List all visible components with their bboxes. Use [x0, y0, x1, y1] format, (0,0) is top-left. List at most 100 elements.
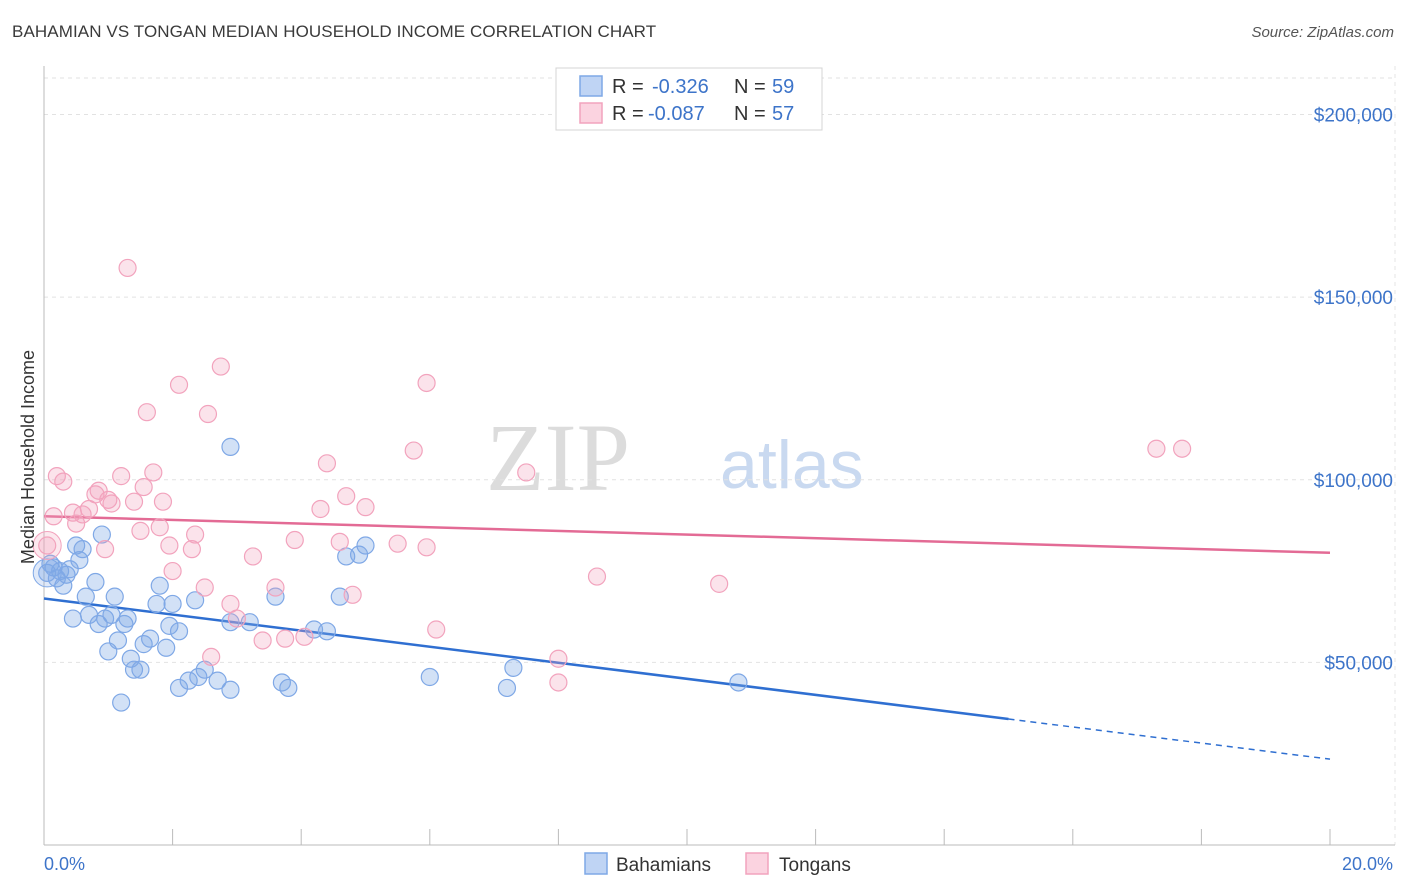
point-tongans [38, 536, 57, 555]
legend-swatch-pink [579, 102, 603, 124]
point-tongans [118, 258, 137, 278]
point-tongans [417, 373, 436, 393]
trend-lines [43, 515, 1331, 760]
point-bahamians [131, 660, 150, 679]
legend-n-label-2: N = [734, 103, 766, 125]
point-tongans [549, 649, 568, 668]
point-tongans [295, 627, 314, 646]
point-tongans [131, 521, 150, 540]
point-tongans [285, 530, 304, 550]
source-label: Source: ZipAtlas.com [1251, 24, 1394, 41]
point-bahamians [497, 678, 517, 698]
point-bahamians [108, 631, 128, 650]
point-bahamians [57, 565, 76, 584]
point-tongans [427, 620, 446, 639]
watermark-zip: ZIP [486, 404, 630, 511]
point-tongans [186, 525, 205, 544]
point-tongans [243, 547, 263, 566]
point-tongans [89, 481, 108, 500]
point-tongans [343, 585, 362, 604]
bottom-legend-tongans: Tongans [779, 855, 851, 876]
point-tongans [388, 534, 407, 553]
point-bahamians [186, 591, 205, 610]
point-bahamians [105, 587, 124, 606]
point-tongans [356, 498, 375, 517]
point-tongans [144, 463, 163, 482]
legend-swatch-blue [579, 75, 603, 97]
point-tongans [549, 673, 568, 692]
point-bahamians [70, 551, 89, 570]
point-tongans [124, 492, 144, 511]
point-tongans [276, 629, 295, 648]
point-tongans [211, 357, 230, 376]
point-bahamians [112, 693, 131, 712]
legend-n-value-2: 57 [772, 103, 794, 125]
chart-title: BAHAMIAN VS TONGAN MEDIAN HOUSEHOLD INCO… [12, 22, 657, 41]
x-tick-label-min: 0.0% [44, 854, 85, 874]
point-tongans [202, 647, 221, 667]
point-bahamians [169, 678, 189, 698]
point-tongans [112, 467, 131, 486]
point-tongans [54, 472, 73, 491]
trend-line-bahamians-extension [1008, 718, 1331, 760]
point-tongans [710, 574, 729, 593]
point-bahamians [179, 671, 198, 690]
trend-line-tongans [43, 515, 1331, 555]
point-tongans [404, 441, 423, 460]
y-tick-label: $50,000 [1324, 653, 1393, 674]
point-tongans [44, 507, 63, 526]
point-bahamians [221, 680, 240, 699]
point-bahamians [504, 658, 523, 677]
trend-line-bahamians [43, 597, 1009, 721]
point-bahamians [63, 609, 83, 628]
point-tongans [67, 514, 86, 533]
bottom-legend: Bahamians Tongans [584, 852, 851, 876]
point-tongans [150, 518, 169, 537]
point-bahamians [169, 622, 189, 641]
scatter-points [32, 258, 1192, 712]
point-tongans [160, 536, 179, 555]
point-tongans [1147, 439, 1166, 458]
point-tongans [337, 487, 356, 506]
point-tongans [1173, 439, 1192, 458]
point-bahamians [86, 572, 105, 592]
point-tongans-cluster [32, 531, 62, 561]
legend-r-value-2: -0.087 [648, 103, 705, 125]
point-tongans [311, 499, 330, 519]
bottom-legend-swatch-tongans [745, 852, 769, 875]
point-tongans [134, 477, 153, 497]
point-tongans [95, 540, 115, 559]
point-bahamians [420, 667, 439, 687]
point-tongans [517, 463, 536, 482]
point-bahamians [163, 594, 182, 614]
point-bahamians [189, 667, 208, 687]
point-bahamians [115, 614, 134, 634]
point-tongans [266, 578, 285, 597]
point-tongans [227, 609, 246, 628]
point-bahamians-cluster [32, 558, 62, 588]
point-tongans [163, 561, 182, 581]
point-bahamians [76, 587, 95, 606]
legend-n-label-1: N = [734, 76, 766, 98]
x-tick-labels: 0.0% 20.0% [44, 854, 1393, 874]
point-tongans [587, 567, 607, 586]
point-bahamians [279, 678, 298, 698]
point-tongans [198, 404, 218, 424]
point-bahamians [73, 540, 92, 559]
point-bahamians [349, 545, 369, 564]
point-bahamians [221, 437, 240, 456]
point-tongans [182, 540, 201, 559]
point-bahamians [208, 671, 227, 690]
point-bahamians [92, 525, 111, 544]
point-tongans [317, 454, 337, 473]
legend-r-label-1: R = [612, 76, 644, 98]
point-bahamians [118, 609, 137, 628]
point-bahamians [729, 673, 748, 692]
point-tongans [330, 532, 349, 551]
point-bahamians [160, 616, 179, 635]
legend-n-value-1: 59 [772, 76, 794, 98]
point-tongans [102, 494, 121, 513]
point-tongans [417, 538, 436, 557]
point-bahamians [266, 587, 285, 606]
